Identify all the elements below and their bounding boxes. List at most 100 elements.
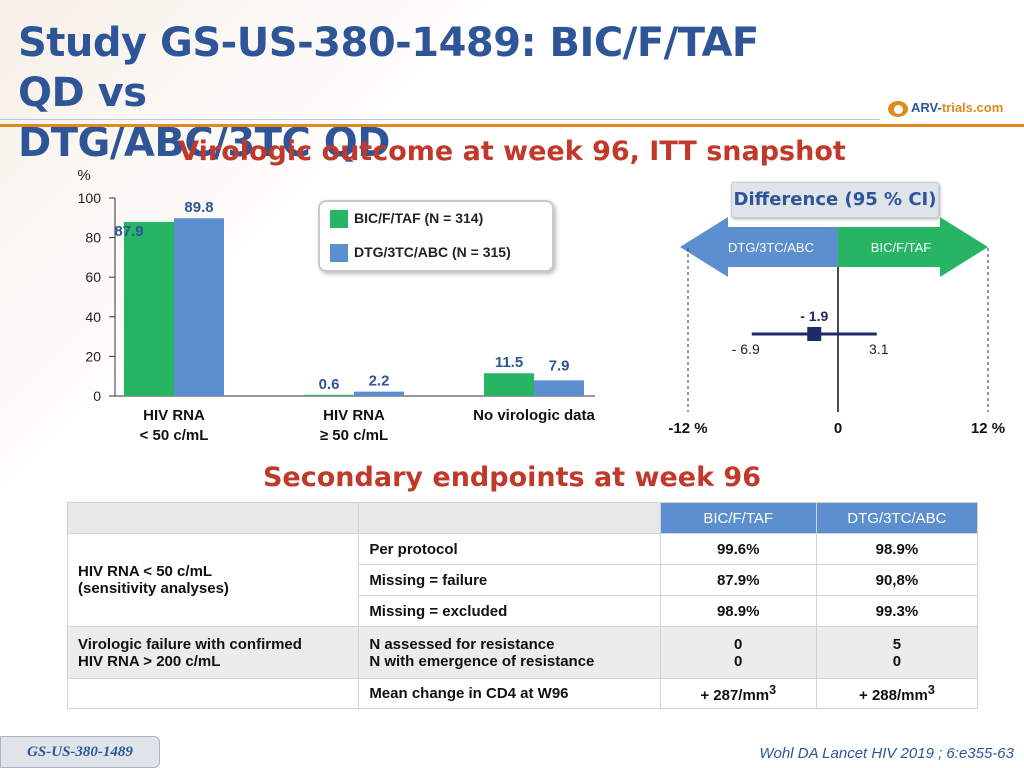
- bar-dtg: [174, 218, 224, 396]
- forest-x-tick-label: 12 %: [971, 420, 1005, 437]
- y-tick-label: 20: [85, 348, 101, 364]
- measure-cell: Missing = failure: [358, 564, 661, 596]
- measure-assessed: N assessed for resistance: [369, 635, 555, 653]
- table-row: Missing = failure 87.9% 90,8%: [68, 564, 979, 596]
- value-dtg-emergence: 0: [892, 652, 902, 670]
- y-tick-label: 100: [78, 190, 102, 206]
- value-bic-emergence: 0: [734, 652, 743, 670]
- legend-swatch-dtg: [330, 244, 348, 263]
- study-tag: GS-US-380-1489: [0, 736, 160, 768]
- arrow-left-label: DTG/3TC/ABC: [728, 240, 814, 255]
- table-row: Virologic failure with confirmed HIV RNA…: [66, 626, 979, 679]
- data-label: 7.9: [549, 357, 570, 374]
- ci-high-label: 3.1: [869, 341, 889, 357]
- group-label-failure-line2: HIV RNA > 200 c/mL: [78, 652, 221, 670]
- arrow-left-dtg: [680, 217, 838, 277]
- arrow-right-label: BIC/F/TAF: [871, 240, 931, 255]
- cd4-dtg: + 288/mm: [859, 687, 928, 704]
- group-label-rna-line2: (sensitivity analyses): [78, 580, 229, 597]
- group-label-failure-line1: Virologic failure with confirmed: [78, 635, 302, 653]
- y-tick-label: 60: [85, 269, 101, 285]
- y-axis-label: %: [77, 167, 90, 184]
- value-dtg-assessed: 5: [892, 635, 902, 653]
- logo-icon: [888, 100, 908, 117]
- header-empty-1: [66, 502, 360, 534]
- empty-cell: [66, 678, 360, 709]
- forest-x-tick-label: 0: [834, 420, 842, 437]
- header-empty-2: [358, 502, 661, 534]
- x-tick-label: HIV RNA: [143, 407, 205, 424]
- point-label: - 1.9: [800, 308, 828, 324]
- table-row: Mean change in CD4 at W96 + 287/mm3 + 28…: [66, 678, 979, 709]
- title-line-1: Study GS-US-380-1489: BIC/F/TAF QD vs: [18, 20, 759, 116]
- legend-item-dtg: DTG/3TC/ABC (N = 315): [330, 244, 511, 263]
- table-row: Missing = excluded 98.9% 99.3%: [68, 595, 979, 627]
- value-bic: 98.9%: [659, 595, 817, 627]
- header-dtg: DTG/3TC/ABC: [815, 502, 979, 534]
- point-estimate: [807, 327, 822, 341]
- y-tick-label: 40: [85, 309, 101, 325]
- value-dtg: 99.3%: [815, 595, 979, 627]
- section-2-title: Secondary endpoints at week 96: [262, 462, 761, 493]
- value-bic: + 287/mm3: [659, 678, 817, 709]
- data-label: 11.5: [495, 354, 523, 371]
- legend-swatch-bic: [330, 210, 348, 229]
- value-dtg: 98.9%: [815, 533, 979, 565]
- measure-cell: N assessed for resistance N with emergen…: [358, 626, 661, 679]
- group-label-rna: HIV RNA < 50 c/mL (sensitivity analyses): [66, 533, 360, 627]
- data-label: 89.8: [184, 199, 213, 216]
- value-dtg: 90,8%: [815, 564, 979, 596]
- x-tick-label: < 50 c/mL: [140, 427, 209, 444]
- x-tick-label: ≥ 50 c/mL: [320, 427, 388, 444]
- measure-cell: Missing = excluded: [358, 595, 661, 627]
- chart-legend: BIC/F/TAF (N = 314) DTG/3TC/ABC (N = 315…: [318, 200, 554, 272]
- legend-label-dtg: DTG/3TC/ABC (N = 315): [354, 244, 511, 260]
- arv-trials-logo: ARV-trials.com: [888, 100, 1003, 117]
- title-divider-thin: [0, 119, 880, 120]
- outcome-chart: 0 20 40 60 80 100% 87.9 89.8 HIV RNA < 50 c/mL 0.6…: [77, 167, 1005, 444]
- bar-bic: [304, 394, 354, 396]
- data-label: 87.9: [114, 223, 143, 240]
- measure-cell: Mean change in CD4 at W96: [358, 678, 661, 709]
- value-dtg: 5 0: [815, 626, 979, 679]
- y-tick-label: 80: [85, 230, 101, 246]
- measure-emergence: N with emergence of resistance: [369, 652, 595, 670]
- arrow-right-bic: [838, 217, 988, 277]
- logo-text-a: ARV-: [911, 100, 942, 115]
- measure-cell: Per protocol: [358, 533, 661, 565]
- difference-title: Difference (95 % CI): [731, 182, 939, 218]
- group-label-rna-line1: HIV RNA < 50 c/mL: [78, 563, 213, 580]
- cd4-bic: + 287/mm: [700, 687, 770, 704]
- title-divider: [0, 124, 1024, 127]
- title-line-2: DTG/ABC/3TC QD: [18, 120, 390, 166]
- bar-dtg: [354, 391, 404, 396]
- bar-bic: [124, 221, 174, 396]
- table-header-row: BIC/F/TAF DTG/3TC/ABC: [66, 502, 979, 534]
- cd4-bic-sup: 3: [769, 683, 777, 697]
- bar-bic: [484, 373, 534, 396]
- value-bic: 99.6%: [659, 533, 817, 565]
- ci-low-label: - 6.9: [732, 341, 760, 357]
- data-label: 0.6: [319, 376, 340, 393]
- y-tick-label: 0: [93, 388, 101, 404]
- value-bic: 0 0: [659, 626, 817, 679]
- logo-text-c: .com: [972, 100, 1004, 115]
- group-label-failure: Virologic failure with confirmed HIV RNA…: [66, 626, 360, 679]
- page-title: Study GS-US-380-1489: BIC/F/TAF QD vs DT…: [18, 18, 818, 168]
- cd4-dtg-sup: 3: [927, 683, 935, 697]
- data-label: 2.2: [369, 373, 390, 390]
- header-bic: BIC/F/TAF: [659, 502, 817, 534]
- table-row: HIV RNA < 50 c/mL (sensitivity analyses)…: [66, 533, 979, 627]
- x-tick-label: HIV RNA: [323, 407, 385, 424]
- value-dtg: + 288/mm3: [815, 678, 979, 709]
- x-tick-label: No virologic data: [473, 407, 595, 424]
- bar-dtg: [534, 380, 584, 396]
- legend-label-bic: BIC/F/TAF (N = 314): [354, 210, 484, 226]
- logo-text-b: trials: [941, 100, 973, 115]
- value-bic-assessed: 0: [734, 635, 743, 653]
- forest-x-tick-label: -12 %: [668, 420, 707, 437]
- section-1-title: Virologic outcome at week 96, ITT snapsh…: [178, 136, 846, 167]
- legend-item-bic: BIC/F/TAF (N = 314): [330, 210, 484, 229]
- reference: Wohl DA Lancet HIV 2019 ; 6:e355-63: [759, 745, 1014, 762]
- secondary-endpoints-table: BIC/F/TAF DTG/3TC/ABC HIV RNA < 50 c/mL …: [66, 502, 979, 709]
